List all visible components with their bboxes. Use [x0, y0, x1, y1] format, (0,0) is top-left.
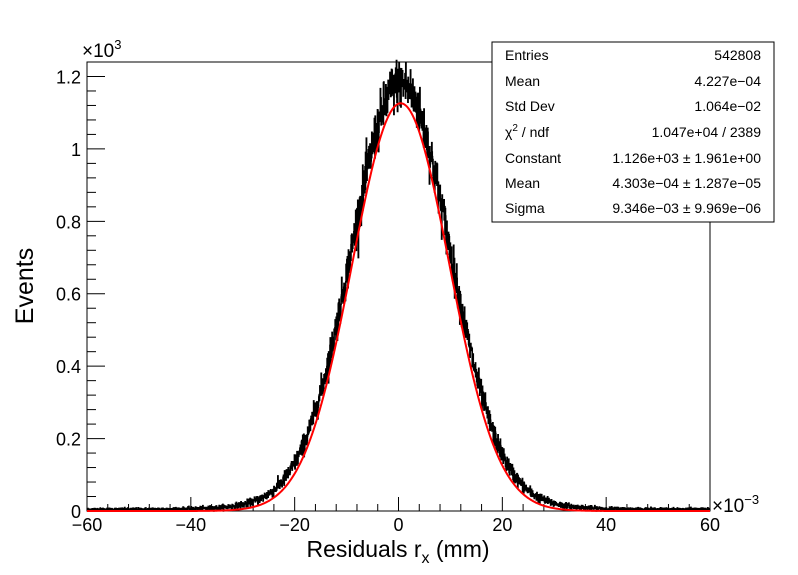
stats-label: Entries [505, 47, 549, 63]
x-tick-label: −40 [176, 515, 207, 535]
y-tick-label: 0.8 [56, 212, 81, 232]
stats-row-sigma: Sigma 9.346e−03 ± 9.969e−06 [505, 200, 761, 216]
stats-box: Entries 542808 Mean 4.227e−04 Std Dev 1.… [491, 41, 775, 223]
stats-row-fit-mean: Mean 4.303e−04 ± 1.287e−05 [505, 175, 761, 191]
stats-row-entries: Entries 542808 [505, 47, 761, 63]
stats-label: Mean [505, 175, 540, 191]
x-tick-label: −60 [72, 515, 103, 535]
stats-label: χ2 / ndf [505, 123, 549, 140]
x-tick-labels: −60 −40 −20 0 20 40 60 [72, 515, 720, 535]
stats-label: Sigma [505, 200, 545, 216]
x-tick-label: 40 [596, 515, 616, 535]
y-tick-label: 0.2 [56, 430, 81, 450]
histogram-series [86, 59, 711, 512]
y-tick-label: 1 [71, 140, 81, 160]
y-exponent-label: ×103 [82, 37, 121, 62]
stats-row-mean: Mean 4.227e−04 [505, 73, 761, 89]
stats-box-frame [491, 41, 775, 223]
y-tick-label: 0 [71, 502, 81, 522]
stats-label: Std Dev [505, 98, 555, 114]
stats-row-constant: Constant 1.126e+03 ± 1.961e+00 [505, 150, 761, 166]
stats-value: 4.303e−04 ± 1.287e−05 [612, 175, 761, 191]
stats-label: Constant [505, 150, 561, 166]
stats-label: Mean [505, 73, 540, 89]
y-tick-labels: 0 0.2 0.4 0.6 0.8 1 1.2 [56, 67, 81, 522]
y-tick-label: 0.6 [56, 285, 81, 305]
stats-row-chi2-ndf: χ2 / ndf 1.047e+04 / 2389 [505, 123, 761, 140]
stats-value: 9.346e−03 ± 9.969e−06 [612, 200, 761, 216]
y-axis-title: Events [11, 248, 39, 324]
x-exponent-label: ×10−3 [712, 492, 759, 517]
x-axis-title: Residuals rx (mm) [306, 536, 489, 567]
gaussian-fit-line [87, 102, 710, 512]
stats-row-std-dev: Std Dev 1.064e−02 [505, 98, 761, 114]
y-tick-label: 0.4 [56, 357, 81, 377]
stats-value: 1.047e+04 / 2389 [652, 124, 762, 140]
stats-value: 1.064e−02 [694, 98, 761, 114]
x-tick-label: −20 [279, 515, 310, 535]
stats-value: 542808 [714, 47, 761, 63]
stats-value: 4.227e−04 [694, 73, 761, 89]
x-tick-label: 0 [393, 515, 403, 535]
x-tick-label: 60 [700, 515, 720, 535]
y-tick-label: 1.2 [56, 67, 81, 87]
x-tick-label: 20 [492, 515, 512, 535]
stats-value: 1.126e+03 ± 1.961e+00 [612, 150, 761, 166]
